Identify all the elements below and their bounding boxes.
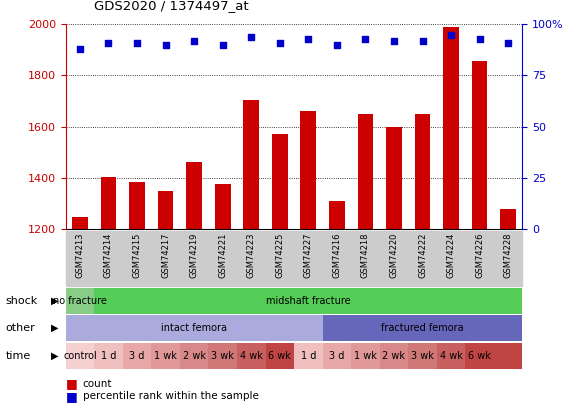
Text: GSM74224: GSM74224 xyxy=(447,232,456,278)
Text: ■: ■ xyxy=(66,390,78,403)
Text: ■: ■ xyxy=(66,377,78,390)
Text: GSM74220: GSM74220 xyxy=(389,232,399,278)
Text: 3 d: 3 d xyxy=(130,351,144,361)
Text: GSM74217: GSM74217 xyxy=(161,232,170,278)
Text: ▶: ▶ xyxy=(50,351,58,361)
Text: other: other xyxy=(6,323,35,333)
Text: 4 wk: 4 wk xyxy=(240,351,263,361)
Text: GSM74225: GSM74225 xyxy=(275,232,284,278)
Bar xyxy=(300,111,316,229)
Bar xyxy=(215,184,231,229)
Bar xyxy=(386,126,402,229)
Bar xyxy=(465,343,494,369)
Text: GDS2020 / 1374497_at: GDS2020 / 1374497_at xyxy=(94,0,249,12)
Bar xyxy=(443,27,459,229)
Text: 2 wk: 2 wk xyxy=(183,351,206,361)
Bar xyxy=(180,343,208,369)
Text: shock: shock xyxy=(6,296,38,306)
Text: ▶: ▶ xyxy=(50,323,58,333)
Bar xyxy=(243,100,259,229)
Bar xyxy=(94,343,123,369)
Text: count: count xyxy=(83,379,112,389)
Bar xyxy=(272,134,288,229)
Text: ▶: ▶ xyxy=(50,296,58,306)
Bar xyxy=(294,343,323,369)
Bar xyxy=(329,201,345,229)
Text: 1 wk: 1 wk xyxy=(154,351,177,361)
Text: GSM74221: GSM74221 xyxy=(218,232,227,278)
Text: midshaft fracture: midshaft fracture xyxy=(266,296,351,306)
Bar xyxy=(66,288,94,314)
Bar xyxy=(123,343,151,369)
Point xyxy=(190,37,199,44)
Point xyxy=(304,35,313,42)
Text: GSM74223: GSM74223 xyxy=(247,232,256,278)
Bar xyxy=(186,162,202,229)
Text: 2 wk: 2 wk xyxy=(383,351,405,361)
Bar xyxy=(100,177,116,229)
Point xyxy=(475,35,484,42)
Text: control: control xyxy=(63,351,97,361)
Bar xyxy=(415,114,431,229)
Text: GSM74219: GSM74219 xyxy=(190,232,199,278)
Text: GSM74227: GSM74227 xyxy=(304,232,313,278)
Text: GSM74214: GSM74214 xyxy=(104,232,113,278)
Bar xyxy=(208,343,237,369)
Point xyxy=(247,33,256,40)
Bar xyxy=(351,343,380,369)
Bar xyxy=(323,343,351,369)
Text: GSM74228: GSM74228 xyxy=(504,232,513,278)
Bar xyxy=(237,343,266,369)
Text: GSM74216: GSM74216 xyxy=(332,232,341,278)
Bar xyxy=(500,209,516,229)
Point xyxy=(132,39,142,46)
Text: intact femora: intact femora xyxy=(161,323,227,333)
Point xyxy=(447,31,456,38)
Bar xyxy=(66,315,323,341)
Text: GSM74226: GSM74226 xyxy=(475,232,484,278)
Text: GSM74213: GSM74213 xyxy=(75,232,85,278)
Bar xyxy=(129,181,145,229)
Text: 6 wk: 6 wk xyxy=(468,351,491,361)
Bar xyxy=(66,343,94,369)
Bar xyxy=(151,343,180,369)
Text: 3 wk: 3 wk xyxy=(411,351,434,361)
Text: 6 wk: 6 wk xyxy=(268,351,291,361)
Point xyxy=(418,37,427,44)
Bar xyxy=(72,217,88,229)
Point xyxy=(275,39,284,46)
Text: GSM74215: GSM74215 xyxy=(132,232,142,278)
Bar xyxy=(380,343,408,369)
Bar xyxy=(472,62,488,229)
Point xyxy=(218,42,227,48)
Bar xyxy=(494,343,522,369)
Text: 3 wk: 3 wk xyxy=(211,351,234,361)
Bar xyxy=(437,343,465,369)
Point xyxy=(361,35,370,42)
Point xyxy=(332,42,341,48)
Text: fractured femora: fractured femora xyxy=(381,323,464,333)
Text: percentile rank within the sample: percentile rank within the sample xyxy=(83,391,259,401)
Bar xyxy=(357,114,373,229)
Text: time: time xyxy=(6,351,31,361)
Bar xyxy=(408,343,437,369)
Text: 3 d: 3 d xyxy=(329,351,344,361)
Point xyxy=(75,46,85,52)
Text: 1 d: 1 d xyxy=(101,351,116,361)
Text: GSM74218: GSM74218 xyxy=(361,232,370,278)
Bar xyxy=(158,191,174,229)
Text: no fracture: no fracture xyxy=(53,296,107,306)
Text: 4 wk: 4 wk xyxy=(440,351,463,361)
Text: 1 wk: 1 wk xyxy=(354,351,377,361)
Point xyxy=(504,39,513,46)
Text: 1 d: 1 d xyxy=(301,351,316,361)
Point xyxy=(104,39,113,46)
Bar xyxy=(323,315,522,341)
Bar xyxy=(266,343,294,369)
Point xyxy=(389,37,399,44)
Text: GSM74222: GSM74222 xyxy=(418,232,427,278)
Point xyxy=(161,42,170,48)
